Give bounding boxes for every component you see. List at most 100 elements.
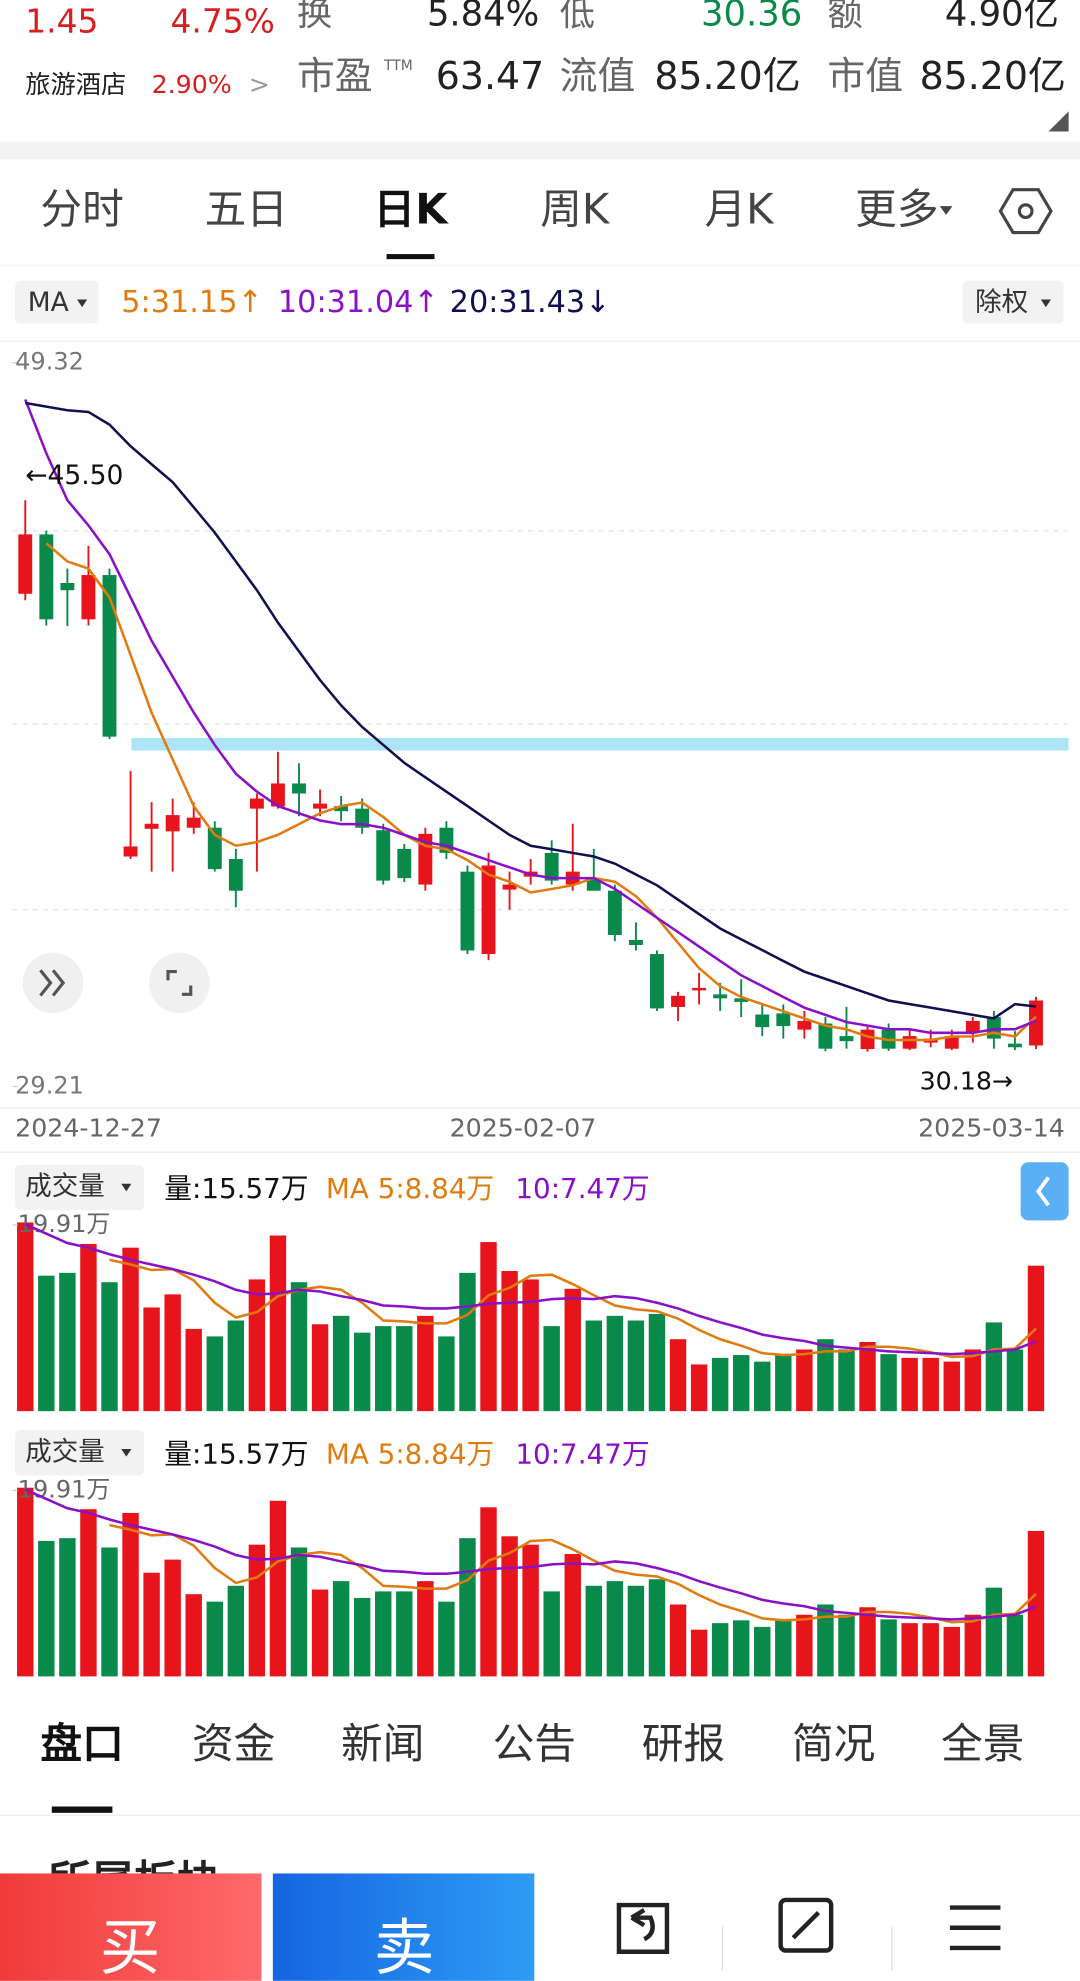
side-tab[interactable] bbox=[1020, 1162, 1069, 1221]
high-annotation: ←45.50 bbox=[25, 460, 123, 491]
bottom-tab[interactable]: 全景 bbox=[941, 1719, 1024, 1768]
sell-button[interactable] bbox=[272, 1873, 535, 1981]
y-tick-label: 19.91万 bbox=[18, 1210, 111, 1238]
volume-bar bbox=[585, 1585, 603, 1677]
volume-bar bbox=[522, 1544, 539, 1677]
bottom-tab[interactable]: 简况 bbox=[792, 1719, 875, 1768]
ma-line bbox=[109, 1523, 1037, 1624]
bottom-tab[interactable]: 盘口 bbox=[40, 1719, 123, 1768]
volume-bar bbox=[185, 1328, 202, 1412]
label: 除权 bbox=[975, 287, 1028, 318]
candle-body bbox=[713, 994, 728, 999]
volume-bar bbox=[269, 1235, 287, 1412]
volume-bar bbox=[711, 1623, 729, 1677]
volume-bar bbox=[417, 1581, 434, 1677]
bottom-tab[interactable]: 公告 bbox=[493, 1719, 576, 1768]
volume-bar bbox=[922, 1357, 939, 1412]
volume-bar bbox=[206, 1601, 223, 1677]
dropdown-arrow bbox=[121, 1449, 132, 1457]
toolbar-icons[interactable] bbox=[616, 1897, 1001, 1954]
candle-body bbox=[165, 815, 180, 832]
dropdown-arrow bbox=[77, 299, 88, 308]
label[interactable]: 成交量 bbox=[25, 1171, 105, 1202]
period-tab[interactable]: 月K bbox=[704, 184, 775, 233]
volume-bar bbox=[606, 1581, 624, 1677]
volume-bar bbox=[332, 1581, 350, 1677]
label: 10:31.04↑ bbox=[278, 285, 439, 320]
adjust-menu[interactable] bbox=[962, 280, 1064, 324]
period-tab[interactable]: 分时 bbox=[40, 184, 123, 233]
volume-bar bbox=[796, 1349, 813, 1412]
candle-body bbox=[692, 987, 707, 991]
dropdown-arrow bbox=[121, 1183, 132, 1192]
volume-bar bbox=[122, 1247, 139, 1412]
label: 5:31.15↑ bbox=[121, 285, 263, 320]
volume-bar bbox=[985, 1587, 1003, 1677]
label: 市值 bbox=[827, 54, 903, 98]
candle-body bbox=[228, 859, 243, 891]
volume-bar bbox=[648, 1313, 666, 1412]
sell-label[interactable]: 卖 bbox=[374, 1913, 435, 1981]
ma-line bbox=[24, 399, 1037, 1035]
fullscreen-button[interactable] bbox=[149, 952, 210, 1014]
volume-bar bbox=[143, 1307, 160, 1412]
bottom-tab[interactable]: 新闻 bbox=[341, 1719, 424, 1768]
period-tab[interactable]: 周K bbox=[540, 184, 611, 233]
volume-bar bbox=[711, 1357, 729, 1412]
dropdown-arrow bbox=[939, 206, 953, 215]
candle-body bbox=[249, 798, 264, 809]
low-annotation: 30.18→ bbox=[920, 1067, 1013, 1096]
volume-bar bbox=[164, 1559, 181, 1677]
candle-body bbox=[39, 534, 54, 620]
volume-menu[interactable] bbox=[15, 1164, 144, 1211]
volume-menu[interactable] bbox=[15, 1430, 144, 1476]
volume-bar bbox=[901, 1357, 918, 1412]
volume-bar bbox=[311, 1324, 329, 1412]
active-indicator bbox=[51, 1806, 113, 1813]
label: 63.47 bbox=[436, 54, 544, 98]
volume-bar bbox=[459, 1272, 476, 1412]
candle-body bbox=[397, 848, 412, 879]
label: 10:7.47万 bbox=[515, 1437, 649, 1470]
volume-bar bbox=[417, 1315, 434, 1412]
active-indicator bbox=[386, 254, 435, 260]
buy-label[interactable]: 买 bbox=[100, 1913, 161, 1981]
volume-bar bbox=[564, 1554, 581, 1677]
grid bbox=[12, 530, 1068, 911]
period-tab[interactable]: 更多 bbox=[855, 184, 938, 233]
label[interactable]: 成交量 bbox=[25, 1436, 105, 1467]
volume-bar bbox=[185, 1594, 202, 1677]
label: MA 5:8.84万 bbox=[326, 1172, 494, 1205]
ma-line bbox=[25, 401, 1037, 1020]
volume-bar bbox=[880, 1354, 897, 1412]
candle-body bbox=[586, 878, 601, 891]
volume-bar bbox=[17, 1487, 34, 1677]
candle-body bbox=[734, 998, 749, 1002]
candle-body bbox=[334, 806, 349, 812]
volume-bar bbox=[311, 1589, 329, 1677]
volume-bar bbox=[59, 1538, 76, 1677]
ma-menu[interactable] bbox=[15, 280, 99, 324]
volume-bar bbox=[754, 1626, 771, 1677]
buy-button[interactable] bbox=[0, 1873, 262, 1981]
volume-bar bbox=[543, 1591, 560, 1677]
label: 30.36 bbox=[701, 0, 802, 34]
period-tab[interactable]: 日K bbox=[374, 184, 450, 233]
candle-body bbox=[376, 830, 391, 881]
ma-line bbox=[45, 542, 1037, 1042]
collapse-button[interactable] bbox=[22, 952, 84, 1014]
period-tab[interactable]: 五日 bbox=[205, 184, 288, 233]
volume-bar bbox=[501, 1536, 518, 1677]
bottom-tab[interactable]: 研报 bbox=[642, 1719, 725, 1768]
bottom-tab[interactable]: 资金 bbox=[192, 1719, 275, 1768]
settings-icon[interactable] bbox=[998, 188, 1053, 235]
volume-bar bbox=[732, 1355, 750, 1412]
volume-bar bbox=[627, 1320, 645, 1412]
volume-bar bbox=[480, 1242, 497, 1412]
candle-body bbox=[460, 871, 475, 951]
volume-bar bbox=[775, 1354, 792, 1412]
volume-bar bbox=[459, 1538, 476, 1677]
volume-bar bbox=[985, 1322, 1003, 1412]
volume-bar bbox=[396, 1326, 413, 1412]
candle-body bbox=[144, 823, 159, 829]
